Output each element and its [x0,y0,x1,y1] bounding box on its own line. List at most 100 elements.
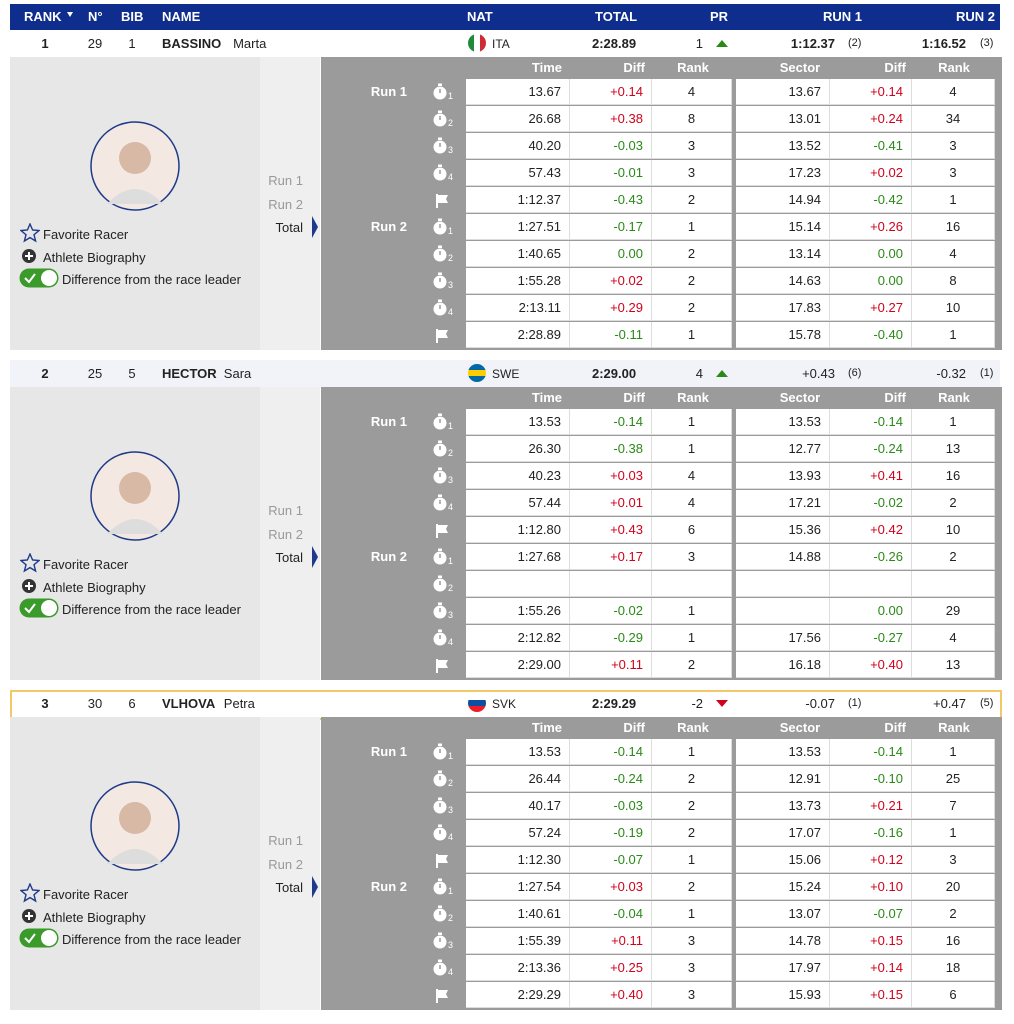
nav-run1[interactable]: Run 1 [268,503,303,518]
total: 2:29.29 [592,696,637,711]
table-header: Sector [779,720,821,735]
stopwatch [433,413,447,430]
diff: +0.29 [610,300,643,315]
nat: SVK [492,697,517,711]
biography-link[interactable]: Athlete Biography [43,910,146,925]
time: 2:13.36 [517,960,561,975]
split-cell: 14.94 [736,187,830,213]
nav-run1[interactable]: Run 1 [268,173,303,188]
time: 1:40.61 [517,906,561,921]
split-cell: 34 [912,106,995,132]
favorite-link[interactable]: Favorite Racer [43,887,129,902]
time: 14.63 [788,273,821,288]
split-cell: 3 [652,955,732,981]
stopwatch [433,218,447,235]
rank: 3 [687,960,696,975]
rank: 2 [949,906,957,921]
rank: 2 [41,366,49,381]
diff: 0.00 [617,246,643,261]
stopwatch [433,797,447,814]
split-cell [736,598,830,624]
column-header[interactable]: RANK [24,9,62,24]
rank: 6 [949,987,957,1002]
split-cell: 2:12.82 [466,625,570,651]
favorite-link[interactable]: Favorite Racer [43,557,129,572]
time: 13.67 [528,84,561,99]
diff: +0.40 [870,657,903,672]
leader-diff-toggle[interactable]: Difference from the race leader [62,272,241,287]
nav-run2[interactable]: Run 2 [268,527,303,542]
run1-rank: (1) [848,697,862,709]
split-cell: 2 [652,766,732,792]
racer-row[interactable] [10,30,1000,57]
diff: -0.42 [873,192,903,207]
split-cell: +0.12 [830,847,912,873]
favorite-link[interactable]: Favorite Racer [43,227,129,242]
split-cell: 0.00 [830,598,912,624]
nav-total[interactable]: Total [275,880,303,895]
split-cell: 1 [652,847,732,873]
run-nav [260,57,320,350]
split-cell: -0.14 [830,739,912,765]
nav-run2[interactable]: Run 2 [268,857,303,872]
diff: +0.02 [610,273,643,288]
rank: 1 [687,744,696,759]
split-cell: 13.53 [736,409,830,435]
diff: -0.26 [873,549,903,564]
nav-run2[interactable]: Run 2 [268,197,303,212]
split-number: 1 [448,91,454,101]
biography-link[interactable]: Athlete Biography [43,580,146,595]
run2-time: 1:16.52 [921,36,966,51]
rank: 1 [949,744,957,759]
split-cell: 0.00 [830,268,912,294]
finish-flag [436,854,448,868]
split-cell: 1 [652,598,732,624]
stopwatch [433,164,447,181]
diff: -0.04 [613,906,643,921]
pr-trend [716,700,728,707]
split-cell: -0.19 [570,820,652,846]
time: 13.01 [788,111,821,126]
time: 2:13.11 [518,300,561,315]
biography-link[interactable]: Athlete Biography [43,250,146,265]
rank: 2 [687,798,696,813]
last-name: BASSINO [162,36,222,51]
racer-row[interactable] [10,360,1000,387]
split-cell: 4 [912,241,995,267]
run-label: Run 2 [370,219,407,234]
split-cell: 13.53 [736,739,830,765]
stopwatch [433,548,447,565]
split-cell: -0.42 [830,187,912,213]
split-cell: +0.14 [570,79,652,105]
split-cell: 1:27.54 [466,874,570,900]
split-cell: -0.02 [830,490,912,516]
leader-diff-toggle[interactable]: Difference from the race leader [62,602,241,617]
rank: 1 [41,36,49,51]
split-cell: 1:40.65 [466,241,570,267]
split-cell: 1:55.39 [466,928,570,954]
rank: 3 [687,987,696,1002]
rank: 2 [949,495,957,510]
split-cell: 2 [652,874,732,900]
diff: -0.27 [873,630,903,645]
diff: 0.00 [877,246,903,261]
split-cell: +0.14 [830,955,912,981]
time: 57.24 [528,825,561,840]
column-header: RUN 1 [822,9,862,24]
diff: -0.03 [613,798,643,813]
nav-run1[interactable]: Run 1 [268,833,303,848]
nav-total[interactable]: Total [275,550,303,565]
time: 40.17 [528,798,561,813]
pr: 4 [695,366,703,381]
stopwatch [433,824,447,841]
time: 13.73 [788,798,821,813]
athlete-photo [90,451,180,541]
split-cell: 3 [652,544,732,570]
leader-diff-toggle[interactable]: Difference from the race leader [62,932,241,947]
split-cell: 2:28.89 [466,322,570,348]
run2-rank: (5) [980,697,994,709]
time: 17.23 [788,165,821,180]
nav-total[interactable]: Total [275,220,303,235]
rank: 1 [687,414,696,429]
time: 14.94 [788,192,821,207]
